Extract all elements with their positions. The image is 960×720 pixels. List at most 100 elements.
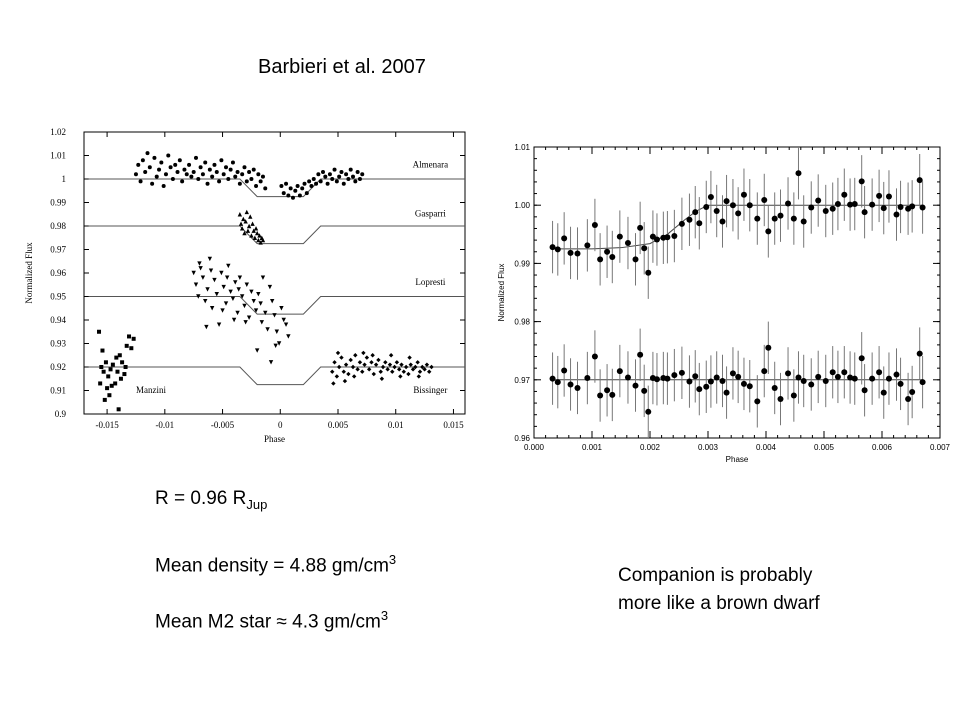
data-point [274,329,280,334]
data-point [249,177,254,181]
data-point [357,360,363,365]
data-point [216,322,222,327]
data-point [166,153,171,158]
data-point [109,383,114,388]
data-point [624,374,631,381]
data-point [671,372,678,379]
data-point [129,346,134,351]
data-point [584,242,591,249]
x-axis-label: Phase [726,455,749,464]
x-tick-label: 0.000 [524,443,545,452]
data-point [198,165,203,170]
data-point [369,360,374,365]
data-point [424,362,430,367]
data-point [841,369,848,376]
data-point [118,376,123,381]
data-point [686,378,693,385]
data-point [777,212,784,219]
data-point [243,219,248,224]
data-point [161,184,166,189]
data-point [671,233,678,240]
data-point [834,201,841,208]
data-point [341,369,346,374]
data-point [256,291,261,297]
data-point [286,193,291,198]
data-point [254,184,259,189]
x-axis-label: Phase [264,434,285,444]
plot-frame [533,146,941,439]
data-point [332,167,337,172]
data-point [653,236,660,243]
data-point [361,350,366,356]
data-point [351,374,357,379]
data-point [212,277,217,283]
data-point [272,313,277,318]
data-point [209,306,215,311]
data-point [259,320,264,325]
data-point [242,165,247,170]
x-tick-label: 0.01 [388,420,404,430]
data-point [847,374,854,381]
data-point [344,172,349,177]
data-point [263,186,268,191]
y-axis-label: Normalized Flux [24,242,34,304]
x-tick-label: -0.005 [211,420,235,430]
plot-frame [83,131,466,415]
data-point [243,320,248,325]
data-point [664,375,671,382]
data-point [574,250,581,257]
data-point [117,353,122,358]
data-point [196,294,201,299]
data-point [707,194,714,201]
data-point [228,167,233,172]
data-point [244,282,249,287]
data-point [219,270,224,276]
data-point [226,177,231,181]
data-point [300,186,305,191]
data-point [339,169,344,174]
x-tick-label: 0.007 [930,443,951,452]
x-tick-label: -0.015 [95,420,119,430]
data-point [334,179,339,184]
data-point [107,393,112,398]
data-point [200,275,206,280]
y-tick-label: 0.97 [50,245,66,255]
y-tick-label: 1.01 [50,151,66,161]
data-point [184,172,189,177]
data-point [713,374,720,381]
data-point [140,158,145,163]
data-point [254,348,260,353]
data-point [847,201,854,208]
data-point [417,369,423,374]
data-point [196,177,201,181]
data-point [334,374,340,379]
data-point [235,310,240,316]
data-point [822,377,829,384]
data-point [120,360,125,365]
data-point [341,181,346,186]
data-point [223,301,229,306]
data-point [624,240,631,247]
mean-density-main: Mean density = 4.88 gm/cm [155,555,389,577]
data-point [288,186,293,191]
slide-title: Barbieri et al. 2007 [258,56,426,78]
data-point [893,211,900,218]
data-point [177,158,182,163]
data-point [740,380,747,387]
data-point [191,169,196,174]
data-point [696,386,703,393]
data-point [214,169,219,174]
data-point [297,193,302,198]
data-point [114,355,119,360]
data-point [198,266,203,271]
data-point [103,360,108,365]
data-point [173,162,178,167]
data-point [193,282,199,287]
data-point [238,221,244,226]
data-point [258,240,263,245]
data-point [719,377,726,384]
data-point [771,384,778,391]
data-point [230,296,236,302]
m2-density-main: Mean M2 star ≈ 4.3 gm/cm [155,611,381,633]
data-point [247,169,252,174]
